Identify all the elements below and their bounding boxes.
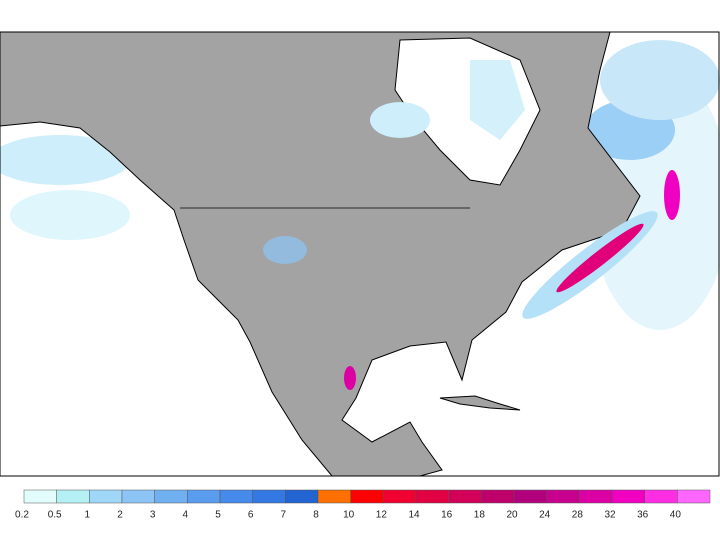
precip-area bbox=[263, 236, 307, 264]
legend-label: 1 bbox=[85, 510, 91, 521]
cuba bbox=[439, 395, 521, 411]
map bbox=[0, 31, 720, 477]
precip-area bbox=[370, 102, 430, 138]
legend-swatch bbox=[187, 489, 221, 504]
legend-swatch bbox=[415, 489, 449, 504]
legend-swatch bbox=[546, 489, 580, 504]
legend-swatch bbox=[644, 489, 678, 504]
legend-label: 24 bbox=[539, 510, 551, 521]
legend-swatch bbox=[56, 489, 90, 504]
colorbar: 0.2 0.5 1 2 3 4 5 6 7 8 10 12 14 16 18 20 24 28 32 36 40 bbox=[15, 489, 711, 521]
legend-swatch bbox=[154, 489, 188, 504]
legend-label: 18 bbox=[474, 510, 486, 521]
precip-area bbox=[0, 135, 130, 185]
legend-label: 16 bbox=[441, 510, 453, 521]
legend-swatch bbox=[252, 489, 286, 504]
map-frame bbox=[0, 31, 720, 477]
legend-label: 5 bbox=[215, 510, 221, 521]
precip-area bbox=[600, 40, 720, 120]
legend-label: 36 bbox=[637, 510, 649, 521]
legend-label: 40 bbox=[670, 510, 682, 521]
legend-swatch bbox=[611, 489, 645, 504]
legend-swatch bbox=[677, 489, 711, 504]
legend-swatch bbox=[317, 489, 351, 504]
legend-swatch bbox=[121, 489, 155, 504]
legend-label: 28 bbox=[572, 510, 584, 521]
legend-swatch bbox=[89, 489, 123, 504]
legend-swatch bbox=[23, 489, 57, 504]
legend-swatch bbox=[579, 489, 613, 504]
legend-swatch bbox=[383, 489, 417, 504]
legend-label: 20 bbox=[506, 510, 518, 521]
precip-area bbox=[10, 190, 130, 240]
legend-swatch bbox=[285, 489, 319, 504]
precip-area bbox=[344, 366, 356, 390]
legend-label: 10 bbox=[343, 510, 355, 521]
legend-label: 32 bbox=[604, 510, 616, 521]
legend-label: 8 bbox=[313, 510, 319, 521]
legend-swatch bbox=[448, 489, 482, 504]
legend-label: 0.2 bbox=[15, 510, 29, 521]
legend-label: 0.5 bbox=[48, 510, 62, 521]
legend-label: 6 bbox=[248, 510, 254, 521]
legend-swatch bbox=[219, 489, 253, 504]
legend-label: 7 bbox=[281, 510, 287, 521]
legend-label: 12 bbox=[376, 510, 388, 521]
legend-swatch bbox=[481, 489, 515, 504]
legend-label: 3 bbox=[150, 510, 156, 521]
legend-label: 2 bbox=[117, 510, 123, 521]
precip-area bbox=[664, 170, 680, 220]
legend-swatch bbox=[513, 489, 547, 504]
legend-swatch bbox=[350, 489, 384, 504]
precip-area bbox=[556, 223, 644, 293]
legend-label: 4 bbox=[183, 510, 189, 521]
precip-area bbox=[470, 60, 525, 140]
legend-label: 14 bbox=[408, 510, 420, 521]
